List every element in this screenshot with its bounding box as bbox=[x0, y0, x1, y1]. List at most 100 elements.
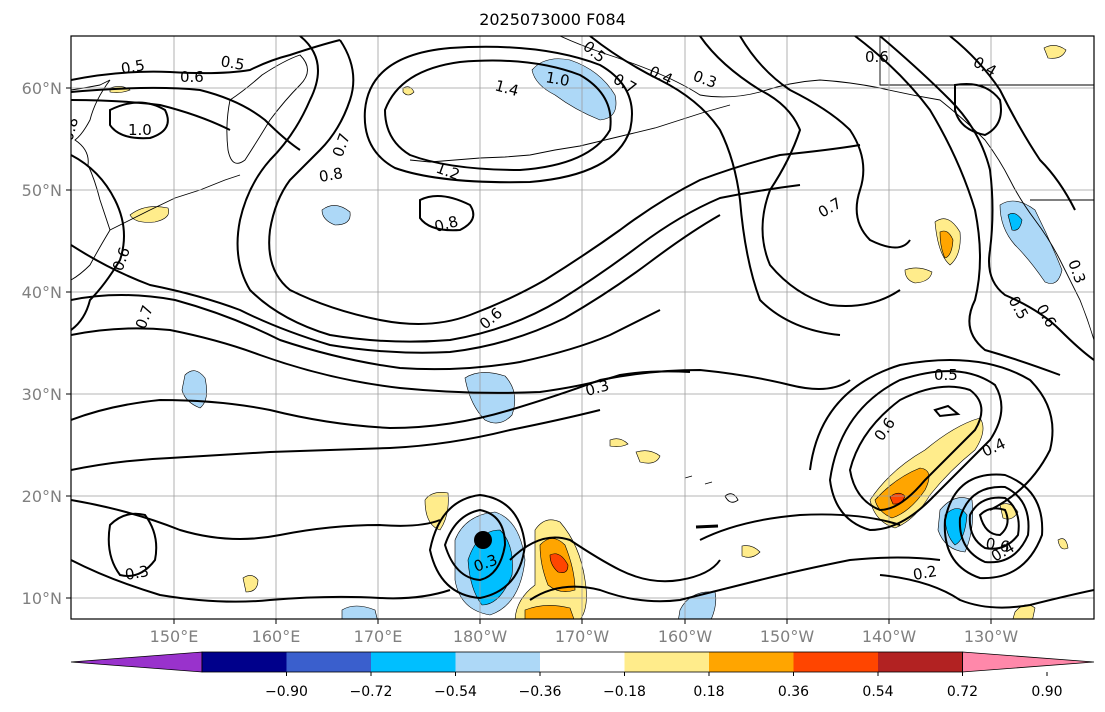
contour-line bbox=[828, 370, 1003, 532]
longitude-labels: 150°E 160°E 170°E 180°W 170°W 160°W 150°… bbox=[150, 627, 1019, 646]
contour-line bbox=[71, 214, 721, 354]
contour-line bbox=[978, 507, 1009, 537]
alaska-coastline bbox=[559, 36, 1094, 341]
contour-line bbox=[428, 493, 527, 600]
contour-line bbox=[848, 385, 983, 512]
shading-layer bbox=[109, 45, 1069, 619]
contour-line bbox=[268, 39, 861, 325]
positive-anomaly-patch bbox=[242, 575, 259, 593]
map-title: 2025073000 F084 bbox=[479, 10, 626, 29]
positive-anomaly-patch bbox=[939, 230, 954, 259]
negative-anomaly-patch bbox=[531, 58, 617, 121]
contour-label: 1.0 bbox=[128, 121, 152, 139]
contour-line bbox=[509, 536, 721, 583]
positive-anomaly-patch bbox=[1043, 45, 1067, 59]
colorbar-outline bbox=[201, 651, 963, 673]
contour-line bbox=[933, 404, 961, 418]
colorbar-segment bbox=[709, 652, 794, 672]
positive-anomaly-patch bbox=[549, 553, 569, 573]
contour-lines bbox=[71, 36, 1094, 609]
lon-label: 160°W bbox=[658, 627, 713, 646]
colorbar-segment bbox=[286, 652, 371, 672]
contour-line bbox=[739, 36, 911, 249]
colorbar-tick-label: −0.54 bbox=[434, 684, 477, 700]
axis-ticks bbox=[66, 87, 992, 624]
contour-line bbox=[71, 368, 851, 430]
contour-label: 1.4 bbox=[493, 76, 521, 100]
positive-anomaly-patch bbox=[635, 450, 661, 464]
gridlines bbox=[71, 36, 1094, 619]
positive-anomaly-patch bbox=[1057, 538, 1069, 550]
positive-anomaly-patch bbox=[874, 467, 930, 519]
contour-label: 0.8 bbox=[58, 115, 82, 143]
contour-label: 0.2 bbox=[912, 562, 939, 584]
lat-label: 10°N bbox=[22, 589, 62, 608]
contour-line bbox=[943, 473, 1044, 580]
contour-label: 0.8 bbox=[432, 212, 460, 236]
colorbar-tick-label: −0.36 bbox=[519, 684, 562, 700]
contour-line bbox=[71, 409, 601, 471]
lat-label: 20°N bbox=[22, 487, 62, 506]
contour-line bbox=[71, 154, 125, 331]
contour-label: 0.5 bbox=[219, 52, 246, 74]
positive-anomaly-patch bbox=[904, 267, 933, 284]
contour-label: 0.3 bbox=[124, 562, 151, 584]
contour-line bbox=[809, 359, 1054, 511]
positive-anomaly-patch bbox=[609, 438, 629, 447]
contour-line bbox=[71, 499, 441, 540]
positive-anomaly-patch bbox=[402, 86, 415, 96]
negative-anomaly-patch bbox=[341, 605, 378, 619]
negative-anomaly-patch bbox=[181, 370, 207, 409]
contour-line bbox=[879, 36, 1094, 361]
aleutian-islands bbox=[409, 104, 731, 163]
contour-line bbox=[949, 36, 1076, 211]
contour-line bbox=[363, 45, 633, 184]
positive-anomaly-patch bbox=[741, 545, 761, 558]
lon-label: 150°W bbox=[760, 627, 815, 646]
negative-anomaly-patch bbox=[321, 205, 351, 226]
positive-anomaly-patch bbox=[524, 605, 575, 619]
colorbar-tick-label: −0.90 bbox=[265, 684, 308, 700]
colorbar-tick-label: 0.90 bbox=[1031, 684, 1062, 700]
colorbar-segment bbox=[793, 652, 878, 672]
lon-label: 150°E bbox=[150, 627, 199, 646]
lon-label: 180°W bbox=[453, 627, 508, 646]
lon-label: 170°E bbox=[354, 627, 403, 646]
contour-line bbox=[879, 574, 1094, 609]
colorbar-tick-label: 0.72 bbox=[947, 684, 978, 700]
canada-border bbox=[879, 36, 1094, 201]
colorbar-segment bbox=[878, 652, 963, 672]
colorbar: −0.90 −0.72 −0.54 −0.36 −0.18 0.18 0.36 0.54 0.7… bbox=[70, 651, 1095, 700]
contour-line bbox=[589, 36, 841, 336]
contour-line bbox=[71, 86, 301, 151]
colorbar-segment bbox=[455, 652, 540, 672]
contour-line bbox=[958, 485, 1030, 564]
contour-label: 0.8 bbox=[318, 164, 345, 186]
contour-line bbox=[529, 556, 941, 603]
lon-label: 160°E bbox=[252, 627, 301, 646]
colorbar-segment bbox=[202, 652, 287, 672]
colorbar-tick-label: 0.36 bbox=[778, 684, 809, 700]
negative-anomaly-patch bbox=[467, 529, 513, 606]
contour-line bbox=[71, 294, 661, 371]
lon-label: 140°W bbox=[862, 627, 917, 646]
contour-label: 0.6 bbox=[180, 68, 204, 86]
contour-line bbox=[699, 36, 901, 307]
lat-label: 40°N bbox=[22, 283, 62, 302]
colorbar-tick-label: −0.72 bbox=[350, 684, 393, 700]
colorbar-segment bbox=[371, 652, 456, 672]
lat-label: 30°N bbox=[22, 385, 62, 404]
colorbar-extend-low bbox=[70, 651, 203, 673]
negative-anomaly-patch bbox=[464, 372, 516, 424]
contour-line bbox=[71, 559, 451, 603]
contour-line bbox=[443, 508, 507, 582]
contour-line bbox=[236, 36, 801, 343]
contour-line bbox=[109, 101, 169, 140]
colorbar-segment bbox=[540, 652, 625, 672]
contour-line bbox=[71, 99, 231, 131]
colorbar-tick-label: 0.18 bbox=[693, 684, 724, 700]
positive-anomaly-patch bbox=[129, 206, 169, 223]
latitude-labels: 60°N 50°N 40°N 30°N 20°N 10°N bbox=[22, 79, 62, 608]
contour-label: 1.0 bbox=[544, 68, 571, 90]
